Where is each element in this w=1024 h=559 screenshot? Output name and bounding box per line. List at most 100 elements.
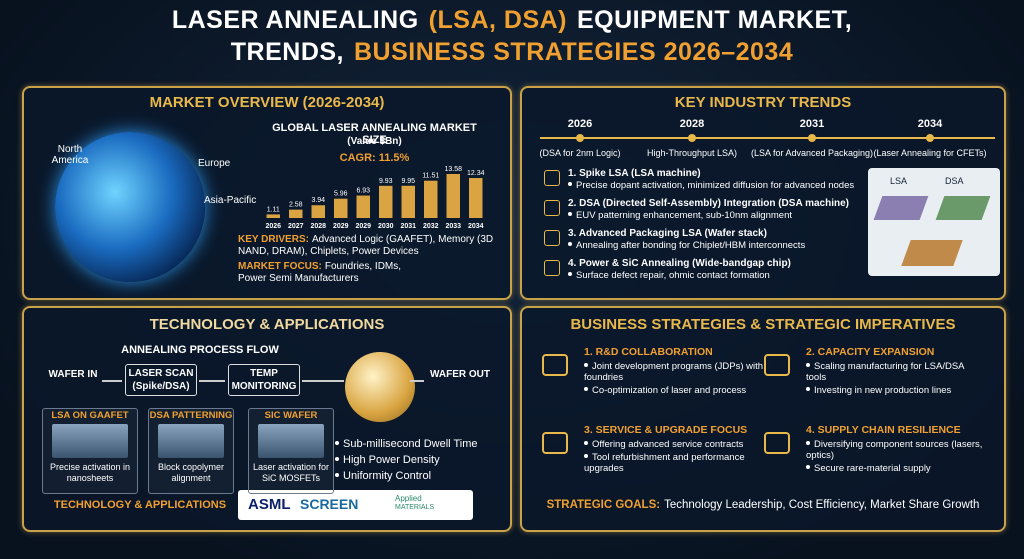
title-line: LASER ANNEALING (LSA, DSA) EQUIPMENT MARKE… (0, 6, 1024, 35)
trend-text: Annealing after bonding for Chiplet/HBM … (568, 240, 805, 251)
globe (55, 132, 205, 282)
chart-annotation: CAGR: 11.5% (339, 152, 410, 164)
flow-step: WAFER IN (38, 366, 108, 383)
flow-arrow (410, 380, 424, 382)
value-label: 3.94 (311, 197, 325, 204)
strategy-bullet: Co-optimization of laser and process (584, 385, 764, 396)
step-line: (Spike/DSA) (132, 381, 190, 392)
text: Sub-millisecond Dwell Time (343, 438, 478, 450)
text: Co-optimization of laser and process (592, 385, 747, 396)
bullet (568, 242, 572, 247)
bar (311, 205, 325, 218)
trend-title: 4. Power & SiC Annealing (Wide-bandgap c… (568, 258, 791, 269)
strategy-title: 4. SUPPLY CHAIN RESILIENCE (806, 424, 961, 436)
strategy-icon (542, 354, 568, 376)
title-part: TRENDS, (230, 38, 344, 66)
x-tick-label: 2034 (468, 223, 484, 230)
bullet (806, 465, 810, 470)
trend-text: Precise dopant activation, minimized dif… (568, 180, 854, 191)
text: Offering advanced service contracts (592, 439, 744, 450)
x-tick-label: 2033 (445, 223, 461, 230)
logo-strip (238, 490, 473, 520)
bar (334, 198, 348, 218)
strategy-bullet: Diversifying component sources (lasers, … (806, 439, 986, 461)
strategy-bullet: Offering advanced service contracts (584, 439, 764, 450)
strategy-bullet: Secure rare-material supply (806, 463, 986, 474)
text: Advanced Logic (GAAFET), Memory (3D NAND… (238, 234, 494, 257)
wafer-image (345, 352, 415, 422)
bullet (568, 182, 572, 187)
business-panel (520, 306, 1006, 532)
timeline-label: (Laser Annealing for CFETs) (873, 148, 987, 158)
trend-text: EUV patterning enhancement, sub-10nm ali… (568, 210, 792, 221)
bullet (335, 441, 339, 446)
text: Precise dopant activation, minimized dif… (576, 180, 855, 191)
chart-title: GLOBAL LASER ANNEALING MARKET SIZE (272, 122, 477, 146)
card-title: SIC WAFER (264, 410, 318, 421)
strategy-bullet: Scaling manufacturing for LSA/DSA tools (806, 361, 986, 383)
market-focus: MARKET FOCUS: Foundries, IDMs, Power Semi… (238, 261, 403, 285)
text: Uniformity Control (343, 470, 432, 482)
flow-arrow (302, 380, 344, 382)
panel-title: BUSINESS STRATEGIES & STRATEGIC IMPERATI… (570, 316, 956, 333)
flow-step: LASER SCAN (Spike/DSA) (125, 364, 197, 396)
bullet (584, 454, 588, 459)
x-tick-label: 2032 (423, 223, 439, 230)
market-drivers: KEY DRIVERS: Advanced Logic (GAAFET), Mem… (238, 234, 503, 258)
bar (446, 174, 460, 218)
region-label: Europe (198, 158, 231, 169)
text: Investing in new production lines (814, 385, 952, 396)
title-part: BUSINESS STRATEGIES 2026–2034 (354, 38, 794, 66)
flow-step: TEMP MONITORING (228, 364, 300, 396)
logo: MATERIALS (395, 504, 435, 511)
text: High Power Density (343, 454, 440, 466)
timeline-year: 2031 (799, 118, 825, 130)
strategy-title: 1. R&D COLLABORATION (584, 346, 713, 358)
value-label: 9.93 (379, 178, 393, 185)
trend-icon (544, 260, 560, 276)
x-tick-label: 2028 (310, 223, 326, 230)
wafer-stack (873, 196, 929, 220)
title-line: TRENDS, BUSINESS STRATEGIES 2026–2034 (0, 38, 1024, 67)
tech-bullet: Uniformity Control (335, 470, 431, 482)
title-part: (LSA, DSA) (428, 6, 567, 34)
flow-title: ANNEALING PROCESS FLOW (121, 344, 279, 356)
flow-step: WAFER OUT (425, 366, 495, 383)
text: Foundries, IDMs, Power Semi Manufacturer… (238, 261, 402, 284)
value-label: 6.93 (356, 188, 370, 195)
card-title: LSA ON GAAFET (51, 410, 129, 421)
timeline-label: High-Throughput LSA) (646, 148, 738, 158)
card-caption: Precise activation in nanosheets (49, 462, 131, 483)
label: KEY DRIVERS: (238, 234, 309, 245)
logo: ASML (248, 496, 291, 513)
x-tick-label: 2030 (378, 223, 394, 230)
bullet (568, 212, 572, 217)
trend-icon (544, 230, 560, 246)
bar-chart: 1.11 2026 2.58 2027 3.94 2028 5.96 2029 6.93 2029… (265, 166, 484, 230)
card-image (52, 424, 128, 458)
trend-title: 2. DSA (Directed Self-Assembly) Integrat… (568, 198, 849, 209)
label: MARKET FOCUS: (238, 261, 322, 272)
flow-arrow (102, 380, 122, 382)
goals-label: STRATEGIC GOALS: (546, 499, 661, 511)
chart-subtitle: (Value $Bn) (347, 136, 402, 147)
panel-title: KEY INDUSTRY TRENDS (674, 94, 852, 111)
region-label: Asia-Pacific (204, 195, 257, 206)
x-tick-label: 2029 (333, 223, 349, 230)
bar (289, 209, 303, 218)
text: Scaling manufacturing for LSA/DSA tools (806, 361, 964, 383)
bullet (806, 387, 810, 392)
value-label: 9.95 (401, 178, 415, 185)
strategy-icon (764, 354, 790, 376)
text: Joint development programs (JDPs) with f… (584, 361, 764, 383)
bar (469, 178, 483, 218)
timeline-line (540, 137, 995, 139)
value-label: 2.58 (289, 202, 303, 209)
text: EUV patterning enhancement, sub-10nm ali… (576, 210, 792, 221)
logo: SCREEN (300, 496, 359, 512)
value-label: 1.11 (267, 206, 280, 213)
card-title: DSA PATTERNING (149, 410, 233, 421)
card-caption: Block copolymer alignment (157, 462, 225, 483)
bar (379, 185, 393, 218)
